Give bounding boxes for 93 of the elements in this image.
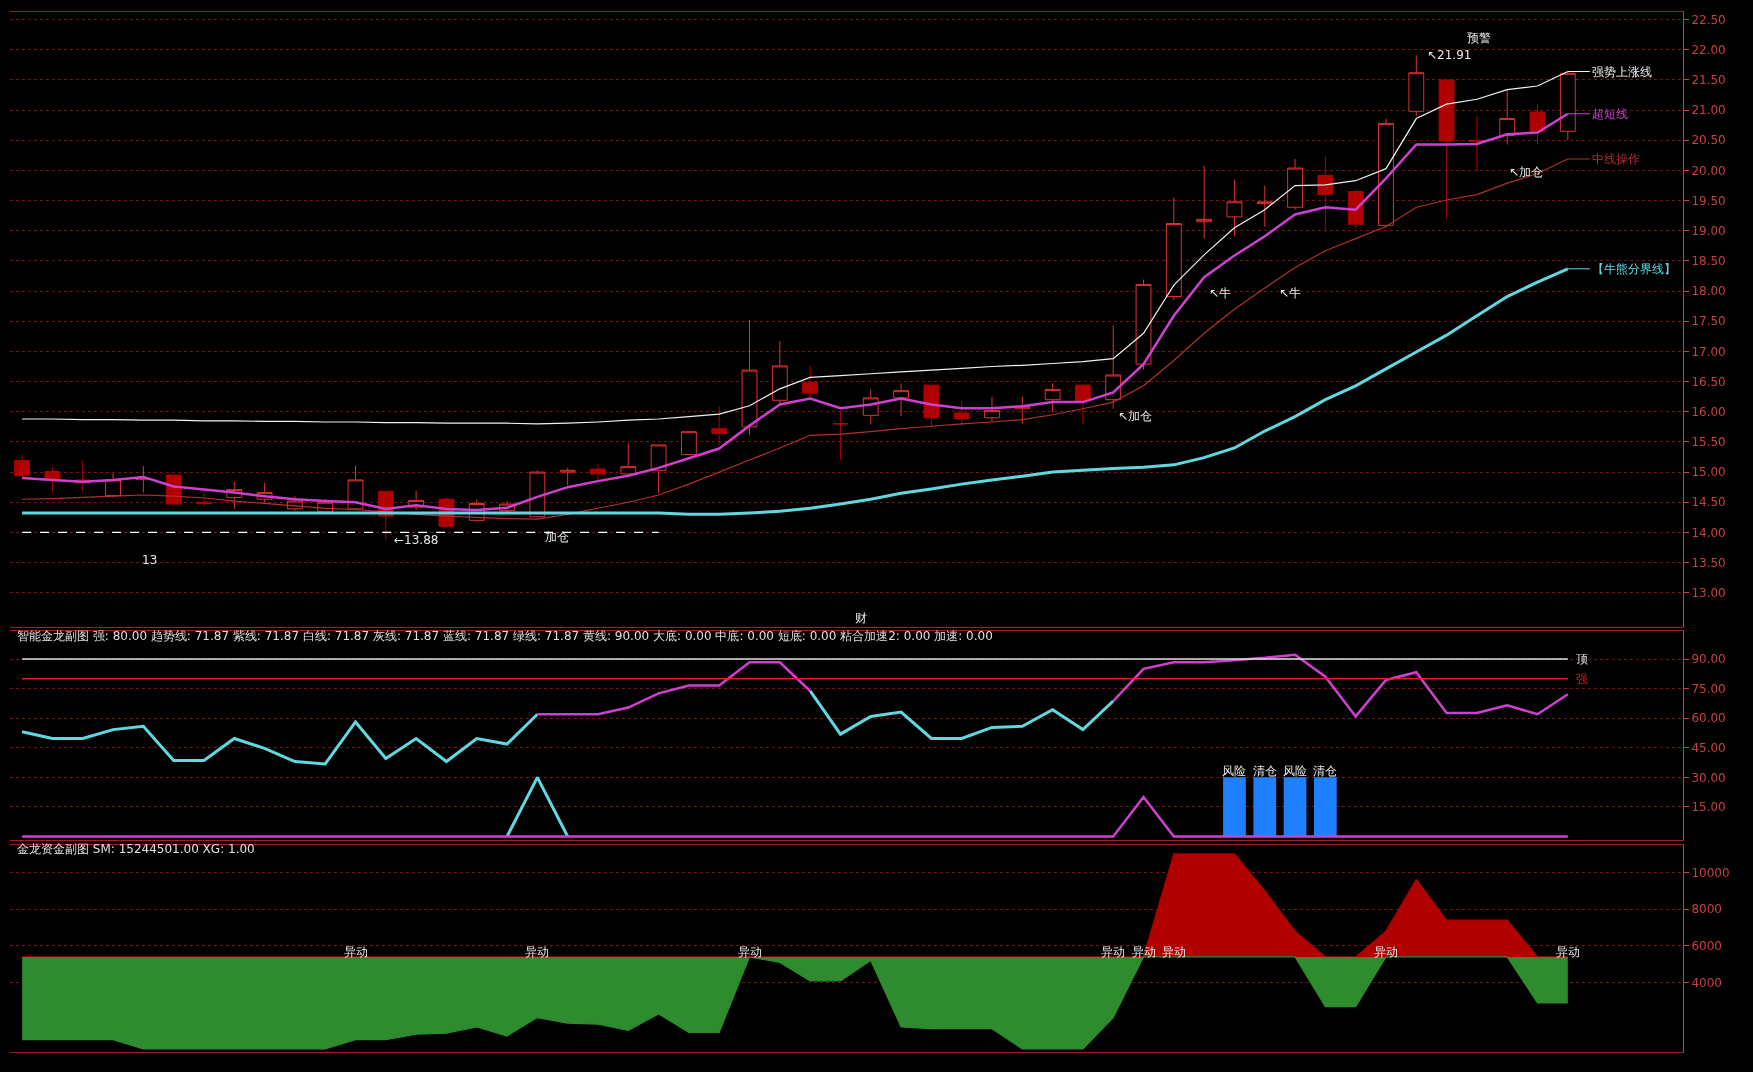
annotation: ↖加仓: [1509, 165, 1544, 179]
annotation: 预警: [1467, 31, 1491, 45]
candlestick: [1559, 71, 1576, 141]
annotation: 加仓: [545, 530, 569, 544]
candlestick: [347, 464, 364, 510]
y-tick-label: 6000: [1691, 939, 1722, 954]
y-tick-label: 30.00: [1691, 770, 1726, 785]
legend-label: 超短线: [1592, 107, 1628, 121]
annotation: ↖牛: [1209, 286, 1232, 300]
y-tick-label: 17.00: [1691, 344, 1726, 359]
y-tick-label: 15.00: [1691, 800, 1726, 815]
ref-line-label: 顶: [1576, 652, 1588, 666]
candlestick: [1074, 384, 1091, 425]
candlestick: [1135, 279, 1152, 371]
legend-label: 中线操作: [1592, 152, 1640, 166]
y-tick-label: 15.00: [1691, 465, 1726, 480]
annotation: ←13.88: [394, 533, 439, 547]
annotation: 异动: [344, 945, 368, 959]
y-tick-label: 14.50: [1691, 495, 1726, 510]
candlestick: [741, 319, 758, 436]
annotation: 异动: [525, 945, 549, 959]
candlestick: [590, 463, 606, 483]
annotation: 异动: [1374, 945, 1398, 959]
y-tick-label: 13.50: [1691, 555, 1726, 570]
candlestick: [1226, 179, 1243, 237]
annotation: 异动: [1556, 945, 1580, 959]
candlestick: [1256, 185, 1273, 228]
y-tick-label: 21.00: [1691, 103, 1726, 118]
y-tick-label: 15.50: [1691, 435, 1726, 450]
candlestick: [620, 442, 637, 477]
legend-label: 【牛熊分界线】: [1592, 262, 1676, 276]
y-tick-label: 22.00: [1691, 43, 1726, 57]
annotation: ↖21.91: [1427, 48, 1472, 62]
annotation: 清仓: [1253, 764, 1277, 778]
y-tick-label: 20.50: [1691, 133, 1726, 148]
y-tick-label: 19.50: [1691, 193, 1726, 208]
y-tick-label: 14.00: [1691, 525, 1726, 540]
y-tick-label: 4000: [1691, 975, 1722, 990]
annotation: 异动: [738, 945, 762, 959]
candlestick: [559, 467, 576, 486]
candlestick: [893, 382, 909, 417]
y-tick-label: 16.00: [1691, 404, 1726, 419]
candlestick: [650, 444, 667, 494]
annotation: 异动: [1132, 945, 1156, 959]
y-tick-label: 13.00: [1691, 585, 1726, 600]
candlestick: [771, 340, 788, 406]
y-tick-label: 19.00: [1691, 223, 1726, 238]
y-tick-label: 90.00: [1691, 652, 1726, 667]
candlestick: [680, 431, 697, 456]
candlestick: [1317, 155, 1334, 232]
y-tick-label: 8000: [1691, 902, 1722, 917]
candlestick: [1196, 165, 1213, 240]
y-tick-label: 20.00: [1691, 163, 1726, 178]
annotation: ↖牛: [1279, 286, 1302, 300]
annotation: ↖加仓: [1118, 409, 1153, 423]
candlestick: [14, 454, 31, 478]
annotation: 风险: [1222, 764, 1246, 778]
candlestick: [953, 400, 970, 427]
legend-label: 强势上涨线: [1592, 65, 1652, 79]
candlestick: [1287, 158, 1303, 211]
annotation: 13: [142, 553, 158, 567]
annotation: 异动: [1101, 945, 1125, 959]
y-tick-label: 60.00: [1691, 711, 1726, 726]
candlestick: [923, 384, 940, 428]
candlestick: [1378, 118, 1394, 229]
candlestick: [1438, 79, 1455, 220]
candlestick: [1529, 103, 1546, 146]
candlestick: [1165, 197, 1182, 301]
candlestick: [1347, 189, 1364, 229]
chart-title: 金龙资金副图 SM: 15244501.00 XG: 1.00: [17, 842, 255, 856]
y-tick-label: 17.50: [1691, 314, 1726, 329]
candlestick: [832, 411, 849, 461]
annotation: 异动: [1162, 945, 1186, 959]
candlestick: [1044, 382, 1061, 413]
candlestick: [802, 365, 819, 399]
candlestick: [1408, 54, 1425, 117]
candlestick: [1468, 115, 1485, 172]
y-tick-label: 16.50: [1691, 374, 1726, 389]
y-tick-label: 22.50: [1691, 12, 1726, 27]
y-tick-label: 21.50: [1691, 73, 1726, 88]
y-tick-label: 45.00: [1691, 740, 1726, 755]
annotation: 风险: [1283, 764, 1307, 778]
annotation: 清仓: [1313, 764, 1337, 778]
annotation: 财: [855, 611, 867, 625]
candlestick: [984, 396, 1000, 423]
ref-line-label: 强: [1576, 672, 1588, 686]
y-tick-label: 10000: [1691, 865, 1730, 880]
candlestick: [711, 405, 728, 446]
y-tick-label: 18.50: [1691, 254, 1726, 269]
y-tick-label: 75.00: [1691, 681, 1726, 696]
chart-title: 智能金龙副图 强: 80.00 趋势线: 71.87 紫线: 71.87 白线: 71.87 灰线: 71.87 蓝线: 71.87 绿线: 71.87 黄线: 90.00 大底: 0.00 中底: 0.00 短底: 0.00 粘合加速2: 0.00 加速: 0.00: [17, 629, 993, 643]
y-tick-label: 18.00: [1691, 284, 1726, 299]
candlestick: [1499, 89, 1516, 146]
